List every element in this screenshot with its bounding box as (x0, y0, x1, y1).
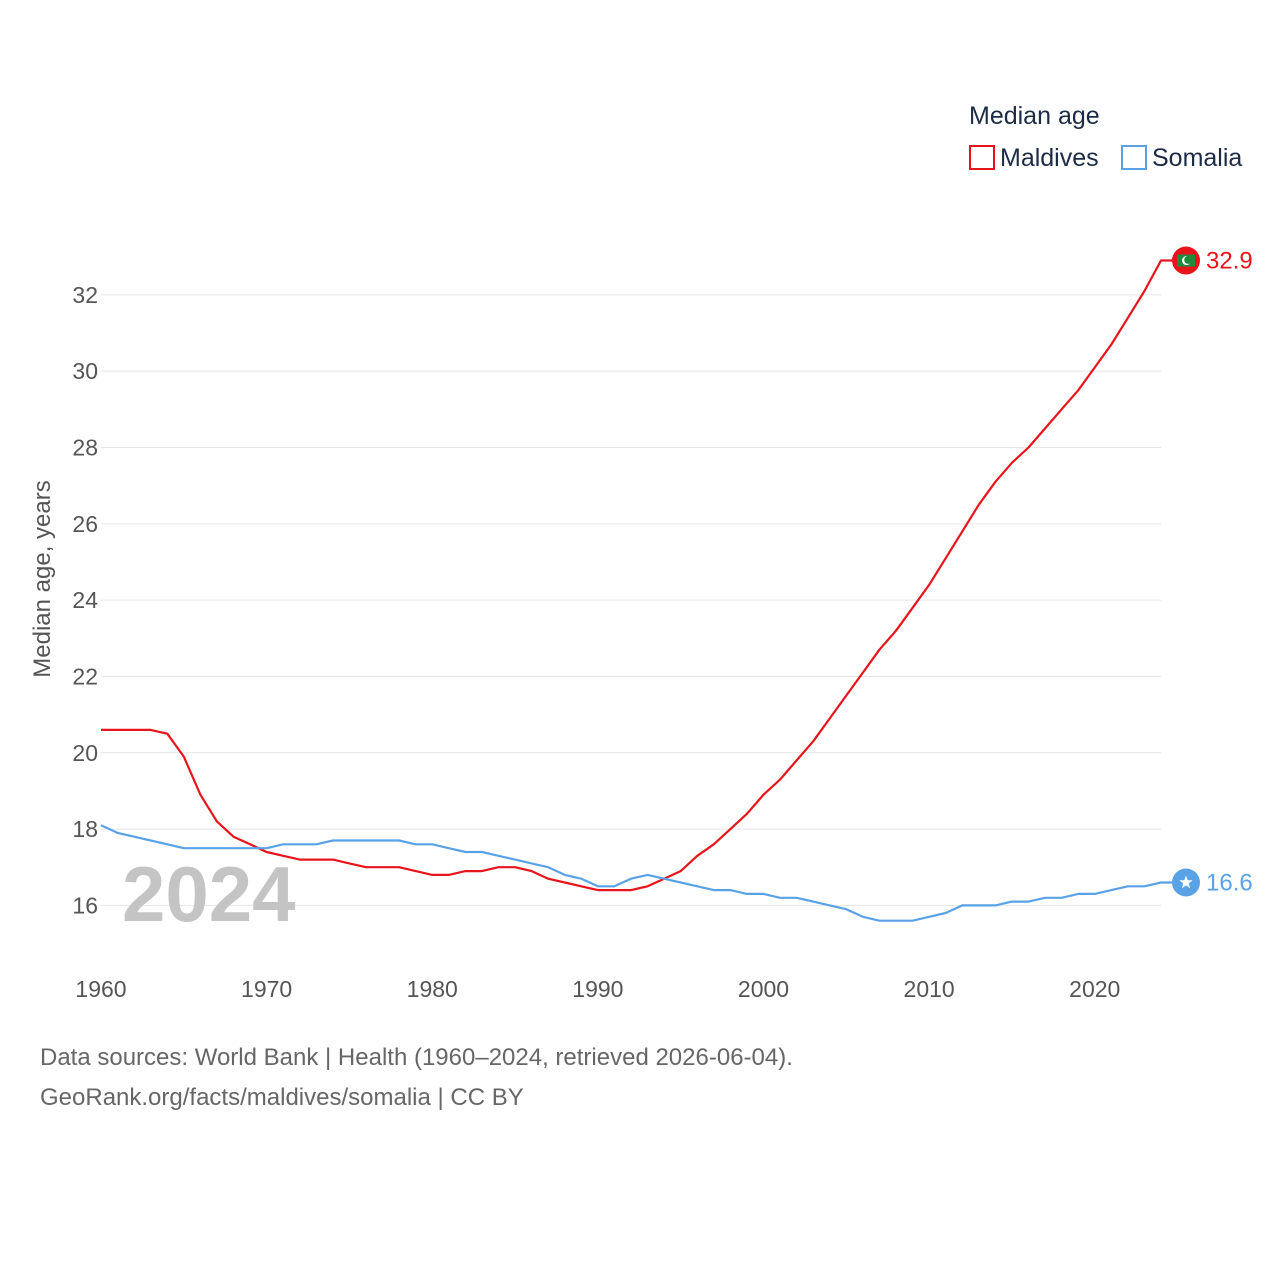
legend-label-somalia: Somalia (1152, 144, 1242, 172)
y-axis-title: Median age, years (29, 480, 56, 677)
legend-swatch-maldives (969, 145, 995, 170)
legend-swatch-somalia (1121, 145, 1147, 170)
data-sources-note: Data sources: World Bank | Health (1960–… (40, 1044, 793, 1071)
y-tick-label: 18 (72, 816, 98, 842)
y-axis-ticks: 16 18 20 22 24 26 28 30 32 (72, 282, 98, 919)
y-tick-label: 24 (72, 587, 98, 613)
legend-label-maldives: Maldives (1000, 144, 1099, 172)
somalia-flag-icon (1172, 868, 1200, 897)
series-line-maldives[interactable] (101, 259, 1186, 892)
x-tick-label: 1960 (75, 976, 126, 1002)
x-tick-label: 1970 (241, 976, 292, 1002)
source-credit-link[interactable]: GeoRank.org/facts/maldives/somalia | CC … (40, 1084, 524, 1111)
y-tick-label: 30 (72, 358, 98, 384)
series-line-somalia[interactable] (100, 824, 1186, 922)
legend: Median age Maldives Somalia (969, 102, 1242, 172)
end-value-label-maldives: 32.9 (1206, 248, 1253, 275)
end-value-label-somalia: 16.6 (1206, 870, 1253, 897)
y-tick-label: 20 (72, 740, 98, 766)
gridlines (101, 294, 1161, 906)
legend-item-somalia[interactable]: Somalia (1121, 144, 1242, 172)
x-tick-label: 1990 (572, 976, 623, 1002)
y-tick-label: 26 (72, 511, 98, 537)
legend-title: Median age (969, 102, 1100, 130)
current-year-label: 2024 (122, 850, 296, 938)
x-tick-label: 1980 (407, 976, 458, 1002)
y-tick-label: 22 (72, 663, 98, 689)
x-tick-label: 2010 (904, 976, 955, 1002)
legend-item-maldives[interactable]: Maldives (969, 144, 1099, 172)
y-tick-label: 28 (72, 435, 98, 461)
series-lines (100, 259, 1186, 922)
y-tick-label: 16 (72, 892, 98, 918)
series-endpoints: 32.9 16.6 (1172, 246, 1253, 897)
x-tick-label: 2020 (1069, 976, 1120, 1002)
x-axis-ticks: 1960 1970 1980 1990 2000 2010 2020 (75, 976, 1120, 1002)
x-tick-label: 2000 (738, 976, 789, 1002)
maldives-flag-icon (1172, 246, 1200, 275)
y-tick-label: 32 (72, 282, 98, 308)
